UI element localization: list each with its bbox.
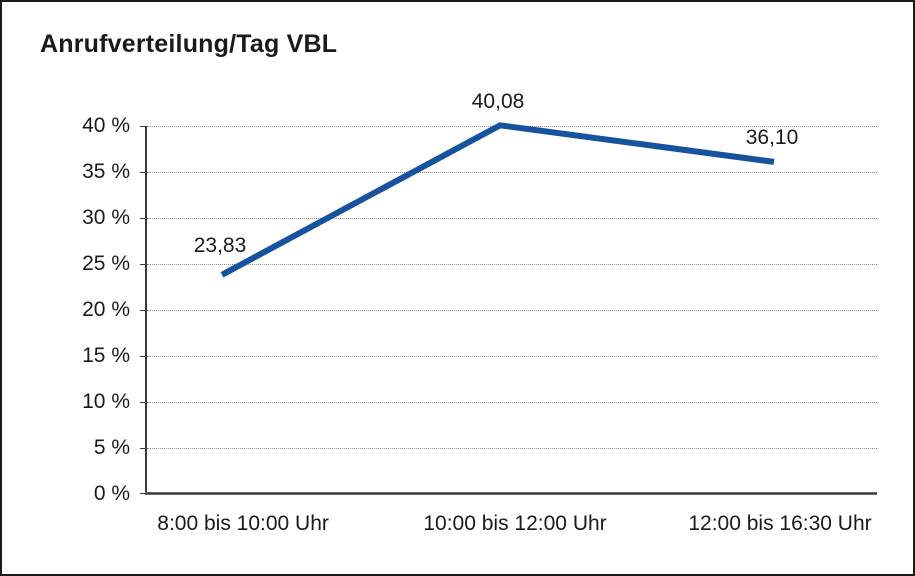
y-axis-tick	[140, 310, 145, 311]
y-axis-tick	[140, 356, 145, 357]
plot-area	[140, 122, 877, 495]
y-axis-tick	[140, 218, 145, 219]
y-axis-labels: 40 % 35 % 30 % 25 % 20 % 15 % 10 % 5 % 0 %	[2, 114, 130, 505]
y-axis-tick	[140, 402, 145, 403]
y-axis-tick	[140, 172, 145, 173]
x-axis-category-label: 10:00 bis 12:00 Uhr	[423, 512, 607, 535]
y-axis-tick-label: 5 %	[93, 436, 130, 459]
x-axis-line	[145, 492, 877, 495]
y-axis-tick-label: 0 %	[93, 482, 130, 505]
y-axis-tick-label: 10 %	[82, 390, 130, 413]
gridline	[147, 310, 877, 311]
gridline	[147, 218, 877, 219]
y-axis-tick	[140, 126, 145, 127]
gridline	[147, 356, 877, 357]
y-axis-tick-label: 25 %	[82, 252, 130, 275]
y-axis-tick	[140, 264, 145, 265]
y-axis-tick-label: 20 %	[82, 298, 130, 321]
data-point-label: 23,83	[193, 233, 247, 257]
y-axis-tick-label: 40 %	[82, 114, 130, 137]
data-point-label: 36,10	[745, 125, 799, 149]
gridline	[147, 264, 877, 265]
y-axis-tick-label: 15 %	[82, 344, 130, 367]
x-axis-labels: 8:00 bis 10:00 Uhr 10:00 bis 12:00 Uhr 12:…	[145, 511, 877, 539]
y-axis-tick-label: 35 %	[82, 160, 130, 183]
gridline	[147, 448, 877, 449]
x-axis-category-label: 12:00 bis 16:30 Uhr	[688, 512, 872, 535]
y-axis-tick	[140, 493, 145, 494]
gridline	[147, 172, 877, 173]
gridline	[147, 402, 877, 403]
data-line-series	[220, 122, 775, 278]
data-point-label: 40,08	[471, 90, 525, 114]
y-axis-tick-label: 30 %	[82, 206, 130, 229]
chart-title: Anrufverteilung/Tag VBL	[40, 30, 338, 58]
x-axis-category-label: 8:00 bis 10:00 Uhr	[157, 512, 329, 535]
y-axis-tick	[140, 448, 145, 449]
